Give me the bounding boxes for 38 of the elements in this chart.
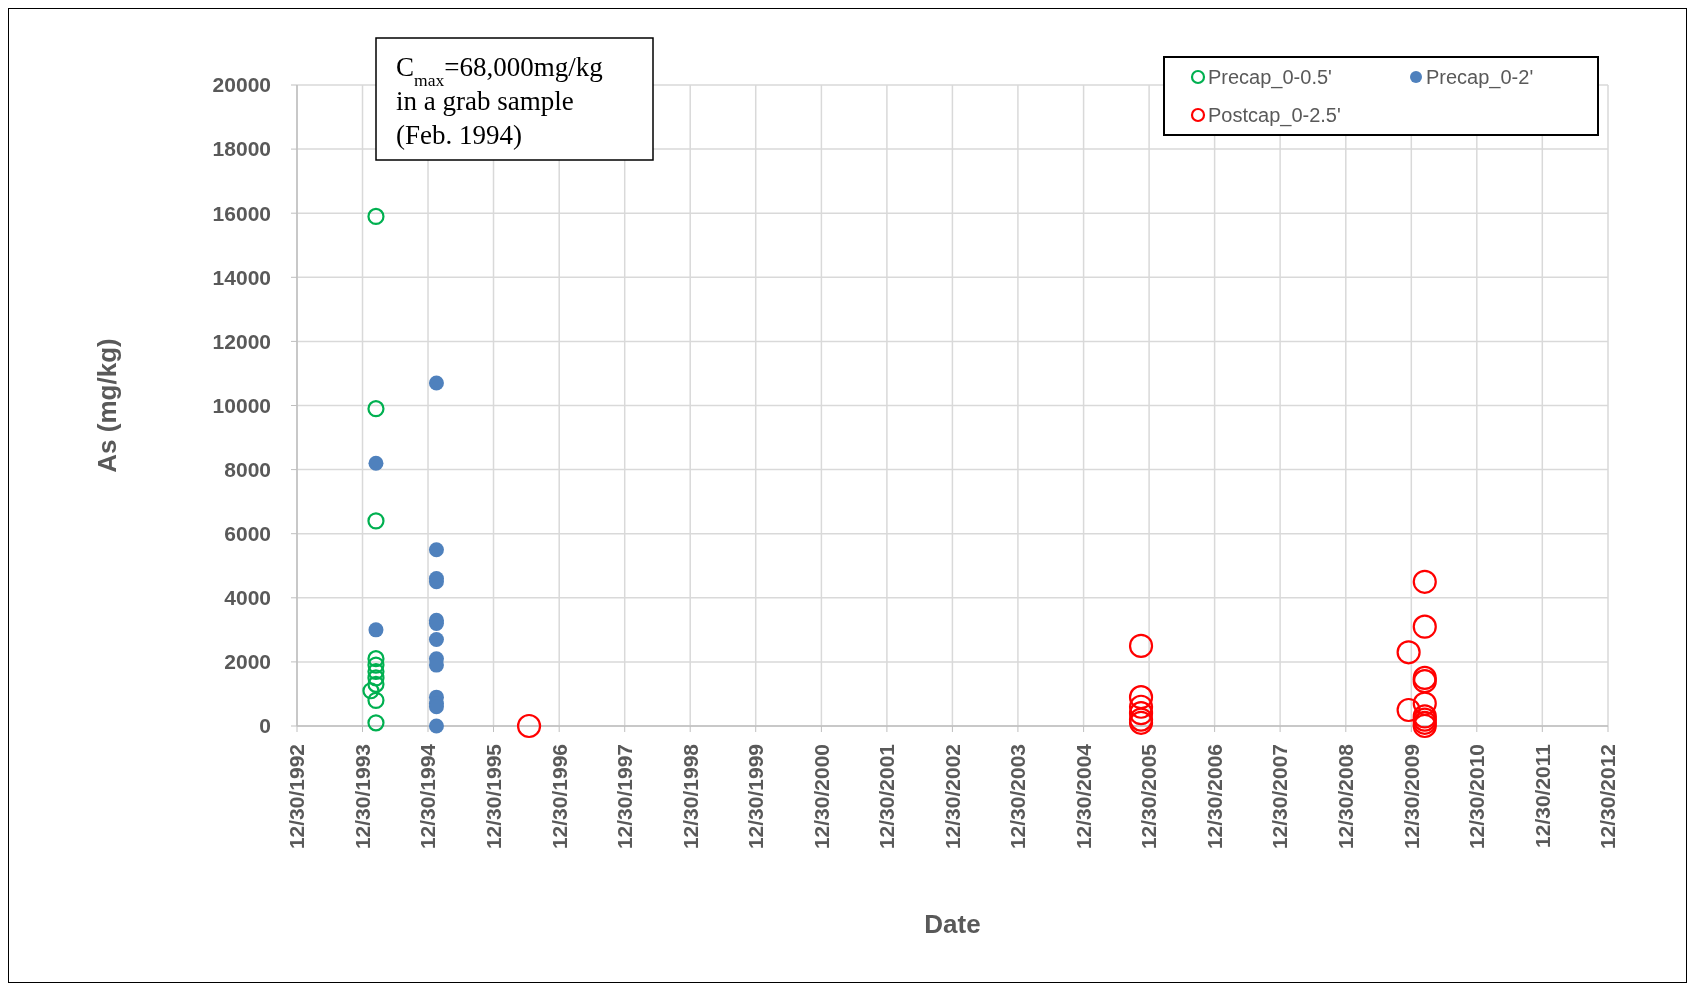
x-tick-label: 12/30/1993 [350,744,374,850]
x-tick-label: 12/30/2002 [940,744,964,850]
y-tick-label: 10000 [212,393,271,417]
x-tick-label: 12/30/1998 [678,743,702,850]
x-tick-label: 12/30/2009 [1399,744,1423,850]
x-tick-label: 12/30/2007 [1268,744,1292,850]
x-axis-title: Date [924,909,981,939]
y-tick-label: 14000 [212,265,271,289]
x-tick-label: 12/30/1996 [547,744,571,850]
y-tick-label: 8000 [224,457,271,481]
legend-label: Precap_0-2' [1426,66,1534,89]
y-tick-label: 2000 [224,650,271,674]
x-tick-label: 12/30/2008 [1334,743,1358,850]
y-axis-title: As (mg/kg) [92,338,122,473]
y-tick-label: 18000 [212,137,271,161]
y-tick-label: 0 [259,714,271,738]
y-tick-label: 20000 [212,73,271,97]
x-tick-label: 12/30/1994 [416,743,440,850]
x-tick-label: 12/30/2010 [1465,744,1489,850]
y-tick-label: 6000 [224,522,271,546]
x-tick-label: 12/30/1995 [481,743,505,850]
x-tick-label: 12/30/2006 [1202,744,1226,850]
x-tick-label: 12/30/2011 [1530,743,1554,848]
x-tick-label: 12/30/1999 [744,744,768,850]
x-tick-label: 12/30/2004 [1071,743,1095,850]
x-tick-label: 12/30/1992 [285,744,309,850]
y-tick-label: 16000 [212,201,271,225]
y-tick-label: 12000 [212,329,271,353]
y-tick-label: 4000 [224,586,271,610]
legend-label: Precap_0-0.5' [1208,66,1332,89]
x-tick-label: 12/30/2000 [809,744,833,850]
x-tick-label: 12/30/2001 [875,743,899,850]
annotation: C$_{max}$=68,000mg/kg in a grab sample (Feb. 1994) [396,52,603,150]
x-tick-label: 12/30/2012 [1596,744,1620,850]
x-tick-label: 12/30/2005 [1137,743,1161,850]
legend-label: Postcap_0-2.5' [1208,104,1341,127]
x-tick-label: 12/30/1997 [613,744,637,850]
x-tick-label: 12/30/2003 [1006,744,1030,850]
